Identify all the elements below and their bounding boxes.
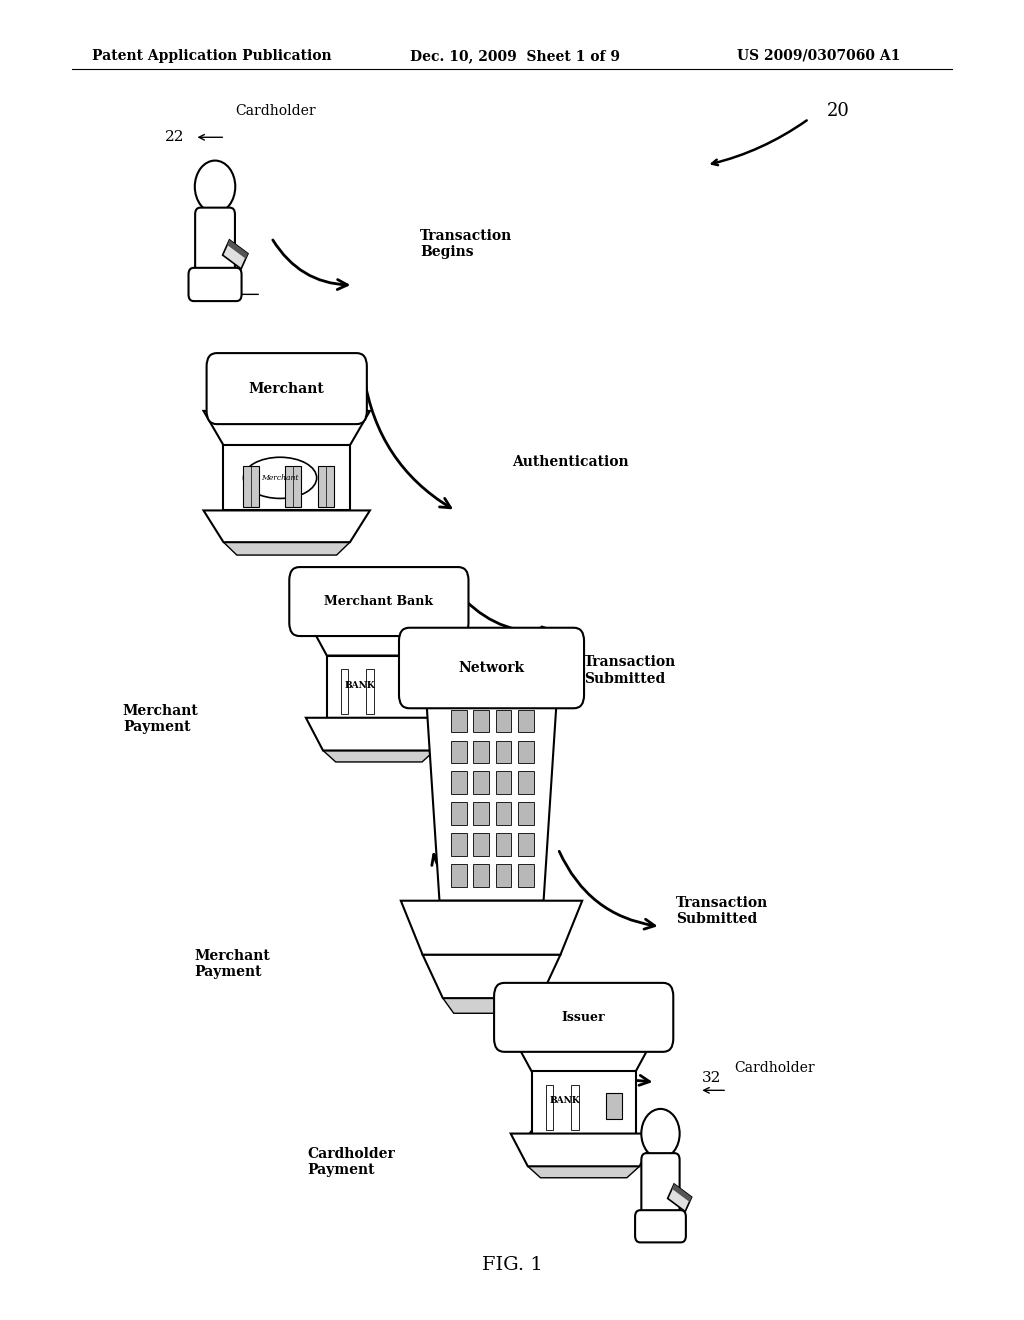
Bar <box>518 863 534 887</box>
Bar <box>473 833 489 855</box>
Text: Cardholder
Payment: Cardholder Payment <box>307 1147 395 1176</box>
Text: Merchant: Merchant <box>249 381 325 396</box>
Bar <box>473 771 489 795</box>
Text: Merchant Bank: Merchant Bank <box>325 595 433 609</box>
Text: 24: 24 <box>196 288 215 301</box>
Text: Dec. 10, 2009  Sheet 1 of 9: Dec. 10, 2009 Sheet 1 of 9 <box>410 49 620 63</box>
FancyBboxPatch shape <box>635 1210 686 1242</box>
Text: FIG. 1: FIG. 1 <box>481 1255 543 1274</box>
Bar <box>496 863 511 887</box>
Bar <box>473 803 489 825</box>
Text: Merchant
Payment: Merchant Payment <box>195 949 270 978</box>
Polygon shape <box>668 1184 691 1212</box>
Text: Authentication: Authentication <box>512 455 629 469</box>
Bar <box>452 741 467 763</box>
Bar <box>518 833 534 855</box>
FancyBboxPatch shape <box>494 983 674 1052</box>
Text: Cardholder: Cardholder <box>236 104 316 117</box>
Text: BANK: BANK <box>549 1097 580 1105</box>
Text: Network: Network <box>459 661 524 675</box>
Polygon shape <box>223 445 350 511</box>
Polygon shape <box>309 623 449 656</box>
Bar <box>285 466 301 507</box>
Bar <box>473 741 489 763</box>
Text: Cardholder: Cardholder <box>734 1061 815 1074</box>
Text: Merchant: Merchant <box>261 474 299 482</box>
Bar <box>452 710 467 733</box>
Polygon shape <box>204 411 370 445</box>
FancyBboxPatch shape <box>399 628 584 709</box>
Polygon shape <box>672 1184 691 1203</box>
Circle shape <box>641 1109 680 1159</box>
Text: Transaction
Submitted: Transaction Submitted <box>584 656 676 685</box>
Bar <box>318 466 334 507</box>
Text: US 2009/0307060 A1: US 2009/0307060 A1 <box>737 49 901 63</box>
Bar <box>473 863 489 887</box>
Bar <box>496 741 511 763</box>
Text: 28: 28 <box>400 619 420 632</box>
FancyBboxPatch shape <box>641 1154 680 1224</box>
Bar <box>341 669 348 714</box>
Bar <box>518 803 534 825</box>
Bar <box>518 741 534 763</box>
Ellipse shape <box>244 457 316 499</box>
Bar <box>452 803 467 825</box>
Text: 26: 26 <box>283 508 302 521</box>
Polygon shape <box>511 1134 656 1167</box>
Bar <box>401 677 417 704</box>
Polygon shape <box>423 954 560 998</box>
Polygon shape <box>204 511 370 543</box>
FancyBboxPatch shape <box>289 568 468 636</box>
Polygon shape <box>426 696 557 900</box>
Text: BANK: BANK <box>344 681 375 689</box>
Bar <box>496 803 511 825</box>
Bar <box>546 1085 553 1130</box>
Text: Issuer: Issuer <box>562 1011 605 1024</box>
Text: Transaction
Submitted: Transaction Submitted <box>676 896 768 925</box>
Bar <box>496 771 511 795</box>
Bar <box>243 466 259 507</box>
Text: Merchant
Payment: Merchant Payment <box>123 705 199 734</box>
FancyBboxPatch shape <box>196 207 234 281</box>
Polygon shape <box>223 543 350 554</box>
Polygon shape <box>323 751 435 762</box>
Bar <box>518 710 534 733</box>
Text: 20: 20 <box>826 102 849 120</box>
Polygon shape <box>400 900 583 954</box>
Text: 30: 30 <box>487 924 507 937</box>
Bar <box>452 771 467 795</box>
Text: 22: 22 <box>165 131 184 144</box>
Text: Patent Application Publication: Patent Application Publication <box>92 49 332 63</box>
Bar <box>496 833 511 855</box>
Polygon shape <box>527 1167 640 1177</box>
Bar <box>496 710 511 733</box>
Polygon shape <box>442 998 541 1014</box>
FancyBboxPatch shape <box>188 268 242 301</box>
FancyBboxPatch shape <box>207 354 367 424</box>
Text: 32: 32 <box>701 1072 721 1085</box>
Polygon shape <box>227 240 248 259</box>
Circle shape <box>195 161 236 213</box>
Text: Transaction
Begins: Transaction Begins <box>420 230 512 259</box>
Polygon shape <box>514 1039 653 1072</box>
Bar <box>367 669 374 714</box>
Bar <box>473 710 489 733</box>
Bar <box>452 833 467 855</box>
Polygon shape <box>327 656 431 718</box>
Bar <box>518 771 534 795</box>
Bar <box>571 1085 579 1130</box>
Bar <box>606 1093 622 1119</box>
Polygon shape <box>306 718 452 751</box>
Polygon shape <box>531 1072 636 1134</box>
Bar <box>452 863 467 887</box>
Polygon shape <box>222 240 248 269</box>
